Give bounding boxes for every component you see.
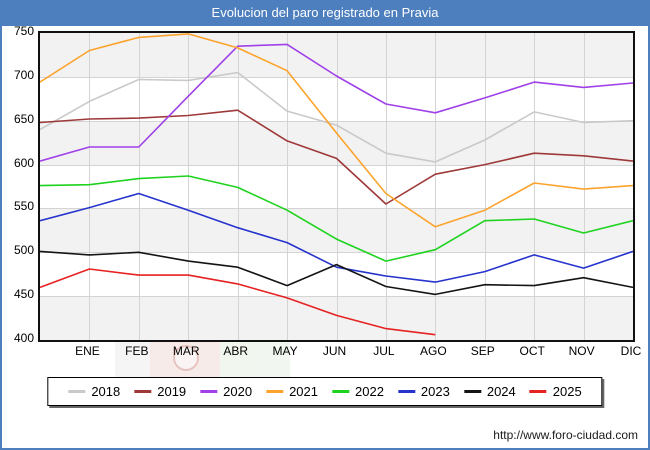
legend-label: 2019 (157, 384, 187, 399)
flag-watermark (115, 337, 290, 377)
v-gridline (435, 33, 437, 340)
x-tick-label-ene: ENE (75, 344, 100, 358)
y-tick-label: 650 (13, 111, 34, 126)
series-line-2018 (40, 71, 633, 163)
v-gridline (188, 33, 190, 340)
watermark-emblem (173, 345, 199, 371)
legend-label: 2021 (289, 384, 318, 399)
chart-title: Evolucion del paro registrado en Pravia (0, 0, 650, 26)
v-gridline (89, 33, 91, 340)
legend-label: 2024 (486, 384, 516, 399)
y-tick-label: 450 (13, 287, 34, 302)
legend-item-2020: 2020 (200, 384, 252, 399)
x-tick-label-feb: FEB (125, 344, 149, 358)
x-tick-label-sep: SEP (470, 344, 495, 358)
v-gridline (138, 33, 140, 340)
series-line-2024 (40, 250, 633, 296)
v-gridline (484, 33, 486, 340)
legend-label: 2025 (552, 384, 582, 399)
series-line-2022 (40, 175, 633, 262)
watermark-stripe-green (220, 337, 290, 377)
v-gridline (336, 33, 338, 340)
v-gridline (287, 33, 289, 340)
legend-item-2019: 2019 (134, 384, 186, 399)
legend-swatch (397, 390, 415, 393)
legend-swatch (529, 390, 547, 393)
v-gridline (583, 33, 585, 340)
legend-item-2022: 2022 (332, 384, 384, 399)
x-tick-label-mar: MAR (172, 344, 200, 358)
x-tick-label-dic: DIC (620, 344, 642, 358)
series-line-2021 (40, 33, 633, 228)
legend-swatch (200, 390, 218, 393)
y-tick-label: 550 (13, 199, 34, 214)
x-tick-label-abr: ABR (223, 344, 248, 358)
x-tick-label-may: MAY (272, 344, 298, 358)
watermark-stripe-red (150, 337, 220, 377)
legend-item-2018: 2018 (68, 384, 120, 399)
v-gridline (534, 33, 536, 340)
line-chart (40, 33, 633, 336)
legend-item-2023: 2023 (397, 384, 450, 399)
legend-swatch (134, 390, 152, 393)
legend-swatch (332, 390, 349, 393)
legend-swatch (463, 390, 481, 393)
plot-background (40, 33, 633, 340)
series-line-2023 (40, 192, 633, 283)
series-line-2025 (40, 268, 436, 336)
legend-label: 2018 (91, 384, 121, 399)
x-tick-label-jun: JUN (322, 344, 347, 358)
v-gridline (385, 33, 387, 340)
y-tick-label: 750 (13, 24, 34, 38)
legend-label: 2023 (420, 384, 450, 399)
plot-area (38, 31, 635, 342)
series-line-2020 (40, 43, 633, 162)
y-tick-label: 700 (13, 67, 34, 82)
legend-item-2024: 2024 (463, 384, 516, 399)
y-tick-label: 600 (13, 155, 34, 170)
series-line-2019 (40, 109, 633, 205)
x-tick-label-ago: AGO (419, 344, 447, 358)
legend-label: 2020 (223, 384, 253, 399)
legend-swatch (266, 390, 284, 393)
legend-item-2021: 2021 (266, 384, 318, 399)
x-tick-label-oct: OCT (519, 344, 545, 358)
v-gridline (237, 33, 239, 340)
y-tick-label: 500 (13, 243, 34, 258)
y-tick-label: 400 (13, 331, 34, 345)
legend: 2018 2019 2020 2021 2022 2023 2024 2025 (47, 377, 603, 406)
legend-label: 2022 (355, 384, 384, 399)
x-tick-label-jul: JUL (373, 344, 395, 358)
x-tick-label-nov: NOV (568, 344, 595, 358)
watermark-stripe-gray (115, 337, 150, 377)
legend-swatch (68, 390, 86, 393)
legend-item-2025: 2025 (529, 384, 582, 399)
footer-url[interactable]: http://www.foro-ciudad.com (493, 428, 638, 442)
